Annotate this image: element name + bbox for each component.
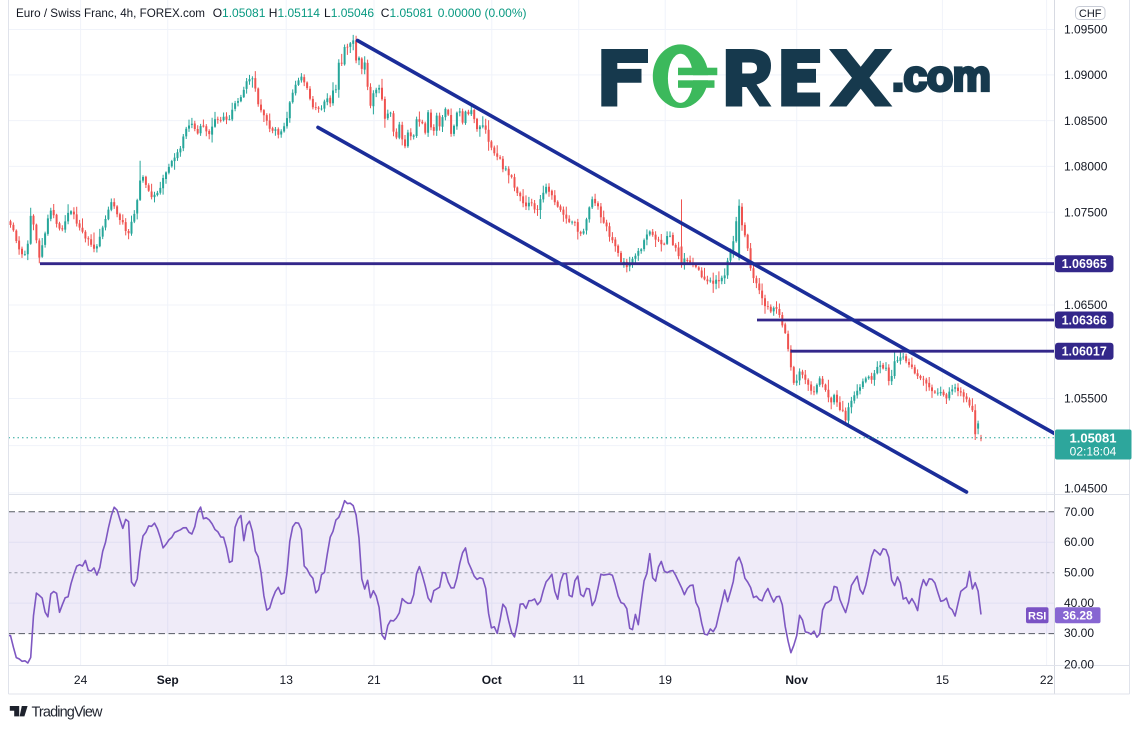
svg-text:.com: .com bbox=[892, 53, 990, 101]
svg-text:TradingView: TradingView bbox=[32, 705, 104, 721]
svg-text:02:18:04: 02:18:04 bbox=[1070, 444, 1117, 458]
svg-text:1.05081: 1.05081 bbox=[1070, 430, 1117, 445]
svg-text:O1.05081: O1.05081 bbox=[213, 6, 266, 20]
svg-text:1.09500: 1.09500 bbox=[1064, 23, 1108, 37]
svg-text:30.00: 30.00 bbox=[1064, 626, 1094, 640]
svg-text:20.00: 20.00 bbox=[1064, 657, 1094, 671]
svg-text:15: 15 bbox=[936, 673, 950, 687]
svg-text:50.00: 50.00 bbox=[1064, 566, 1094, 580]
svg-text:1.04500: 1.04500 bbox=[1064, 482, 1108, 496]
svg-text:1.09000: 1.09000 bbox=[1064, 68, 1108, 82]
svg-text:1.08500: 1.08500 bbox=[1064, 114, 1108, 128]
svg-text:Euro / Swiss Franc, 4h, FOREX.: Euro / Swiss Franc, 4h, FOREX.com bbox=[16, 6, 205, 20]
svg-text:11: 11 bbox=[572, 673, 585, 687]
svg-text:L1.05046: L1.05046 bbox=[324, 6, 374, 20]
svg-text:60.00: 60.00 bbox=[1064, 535, 1094, 549]
svg-text:24: 24 bbox=[74, 673, 88, 687]
svg-text:1.06500: 1.06500 bbox=[1064, 298, 1108, 312]
svg-text:1.06965: 1.06965 bbox=[1062, 257, 1107, 271]
svg-text:21: 21 bbox=[367, 673, 381, 687]
svg-text:H1.05114: H1.05114 bbox=[269, 6, 320, 20]
svg-text:Nov: Nov bbox=[785, 673, 808, 687]
svg-text:22: 22 bbox=[1040, 673, 1054, 687]
svg-text:13: 13 bbox=[280, 673, 294, 687]
svg-text:1.06366: 1.06366 bbox=[1062, 313, 1107, 327]
svg-text:70.00: 70.00 bbox=[1064, 505, 1094, 519]
svg-text:19: 19 bbox=[659, 673, 673, 687]
svg-text:Sep: Sep bbox=[157, 673, 179, 687]
svg-text:40.00: 40.00 bbox=[1064, 596, 1094, 610]
svg-text:1.08000: 1.08000 bbox=[1064, 160, 1108, 174]
svg-text:Oct: Oct bbox=[482, 673, 502, 687]
svg-text:36.28: 36.28 bbox=[1063, 608, 1093, 622]
svg-text:1.07500: 1.07500 bbox=[1064, 206, 1108, 220]
svg-text:1.05500: 1.05500 bbox=[1064, 392, 1108, 406]
svg-text:0.00000 (0.00%): 0.00000 (0.00%) bbox=[438, 6, 527, 20]
svg-text:RSI: RSI bbox=[1028, 610, 1046, 622]
svg-text:CHF: CHF bbox=[1079, 8, 1102, 20]
svg-text:C1.05081: C1.05081 bbox=[381, 6, 433, 20]
svg-text:1.06017: 1.06017 bbox=[1062, 345, 1107, 359]
